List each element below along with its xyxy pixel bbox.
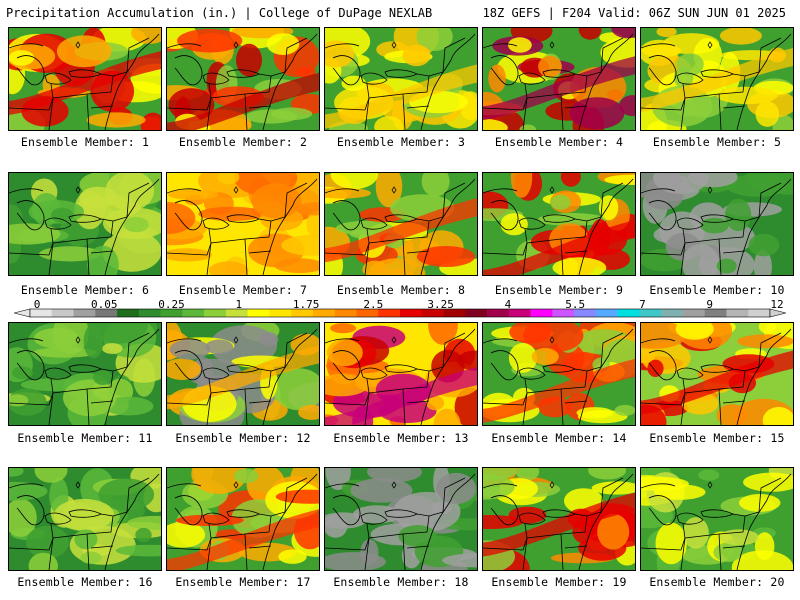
ensemble-map-panel — [8, 467, 162, 571]
colorbar-swatch — [117, 309, 140, 317]
colorbar-swatch — [312, 309, 335, 317]
colorbar-swatch — [356, 309, 379, 317]
colorbar-swatch — [291, 309, 314, 317]
colorbar-tick-label: 12 — [770, 298, 784, 311]
colorbar-swatch — [574, 309, 597, 317]
colorbar-swatch — [269, 309, 292, 317]
ensemble-member-label: Ensemble Member: 5 — [652, 135, 782, 149]
ensemble-map-panel — [482, 322, 636, 426]
ensemble-map-panel — [640, 172, 794, 276]
colorbar-swatch — [617, 309, 640, 317]
colorbar-tick-label: 4 — [504, 298, 512, 311]
colorbar-swatch — [465, 309, 488, 317]
ensemble-map-panel — [166, 172, 320, 276]
map-title: Precipitation Accumulation (in.) | Colle… — [6, 6, 433, 20]
ensemble-map-panel — [8, 322, 162, 426]
colorbar-swatch — [95, 309, 118, 317]
ensemble-member-label: Ensemble Member: 3 — [336, 135, 466, 149]
ensemble-member-label: Ensemble Member: 13 — [333, 431, 469, 445]
ensemble-member-label: Ensemble Member: 20 — [649, 575, 785, 589]
colorbar-swatch — [334, 309, 357, 317]
ensemble-map-panel — [324, 172, 478, 276]
ensemble-map-panel — [8, 27, 162, 131]
colorbar-tick-label: 0.25 — [158, 298, 185, 311]
ensemble-map-panel — [640, 322, 794, 426]
colorbar-tick-label: 1 — [235, 298, 243, 311]
colorbar-tick-label: 1.75 — [292, 298, 320, 311]
ensemble-member-label: Ensemble Member: 16 — [17, 575, 153, 589]
colorbar-swatch — [682, 309, 705, 317]
colorbar-swatch — [552, 309, 575, 317]
ensemble-map-panel — [482, 467, 636, 571]
ensemble-map-panel — [324, 467, 478, 571]
colorbar-tick-label: 5.5 — [565, 298, 586, 311]
precipitation-colorbar — [14, 308, 786, 318]
ensemble-map-panel — [482, 172, 636, 276]
ensemble-map-panel — [324, 27, 478, 131]
colorbar-swatch — [204, 309, 227, 317]
colorbar-swatch — [661, 309, 684, 317]
colorbar-swatch — [508, 309, 531, 317]
colorbar-tick-label: 0 — [33, 298, 41, 311]
colorbar-swatch — [138, 309, 161, 317]
ensemble-member-label: Ensemble Member: 19 — [491, 575, 627, 589]
ensemble-map-panel — [482, 27, 636, 131]
ensemble-member-label: Ensemble Member: 4 — [494, 135, 624, 149]
colorbar-swatch — [30, 309, 53, 317]
ensemble-member-label: Ensemble Member: 2 — [178, 135, 308, 149]
ensemble-member-label: Ensemble Member: 7 — [178, 283, 308, 297]
ensemble-member-label: Ensemble Member: 8 — [336, 283, 466, 297]
run-valid-time: 18Z GEFS | F204 Valid: 06Z SUN JUN 01 20… — [482, 6, 786, 20]
ensemble-member-label: Ensemble Member: 11 — [17, 431, 153, 445]
colorbar-swatch — [51, 309, 74, 317]
ensemble-map-panel — [640, 467, 794, 571]
colorbar-swatch — [704, 309, 727, 317]
ensemble-member-label: Ensemble Member: 14 — [491, 431, 627, 445]
colorbar-swatch — [530, 309, 553, 317]
colorbar-swatch — [595, 309, 618, 317]
ensemble-member-label: Ensemble Member: 15 — [649, 431, 785, 445]
colorbar-swatch — [421, 309, 444, 317]
colorbar-swatch — [378, 309, 401, 317]
ensemble-map-panel — [324, 322, 478, 426]
ensemble-map-panel — [166, 467, 320, 571]
colorbar-swatch — [487, 309, 510, 317]
colorbar-swatch — [443, 309, 466, 317]
colorbar-swatch — [748, 309, 771, 317]
colorbar-swatch — [247, 309, 270, 317]
ensemble-member-label: Ensemble Member: 9 — [494, 283, 624, 297]
colorbar-swatch — [182, 309, 205, 317]
colorbar-tick-label: 7 — [639, 298, 646, 311]
ensemble-map-panel — [640, 27, 794, 131]
ensemble-member-label: Ensemble Member: 17 — [175, 575, 311, 589]
ensemble-member-label: Ensemble Member: 6 — [20, 283, 150, 297]
colorbar-tick-label: 9 — [706, 298, 714, 311]
ensemble-member-label: Ensemble Member: 1 — [20, 135, 150, 149]
colorbar-tick-label: 3.25 — [427, 298, 454, 311]
ensemble-map-panel — [8, 172, 162, 276]
ensemble-map-panel — [166, 27, 320, 131]
ensemble-member-label: Ensemble Member: 10 — [649, 283, 785, 297]
colorbar-swatch — [73, 309, 96, 317]
ensemble-member-label: Ensemble Member: 12 — [175, 431, 311, 445]
colorbar-swatch — [225, 309, 248, 317]
colorbar-tick-label: 0.05 — [91, 298, 118, 311]
colorbar-swatch — [726, 309, 749, 317]
colorbar-tick-label: 2.5 — [363, 298, 384, 311]
colorbar-swatch — [400, 309, 423, 317]
colorbar-swatch — [639, 309, 662, 317]
ensemble-map-panel — [166, 322, 320, 426]
colorbar-swatch — [160, 309, 183, 317]
ensemble-member-label: Ensemble Member: 18 — [333, 575, 469, 589]
